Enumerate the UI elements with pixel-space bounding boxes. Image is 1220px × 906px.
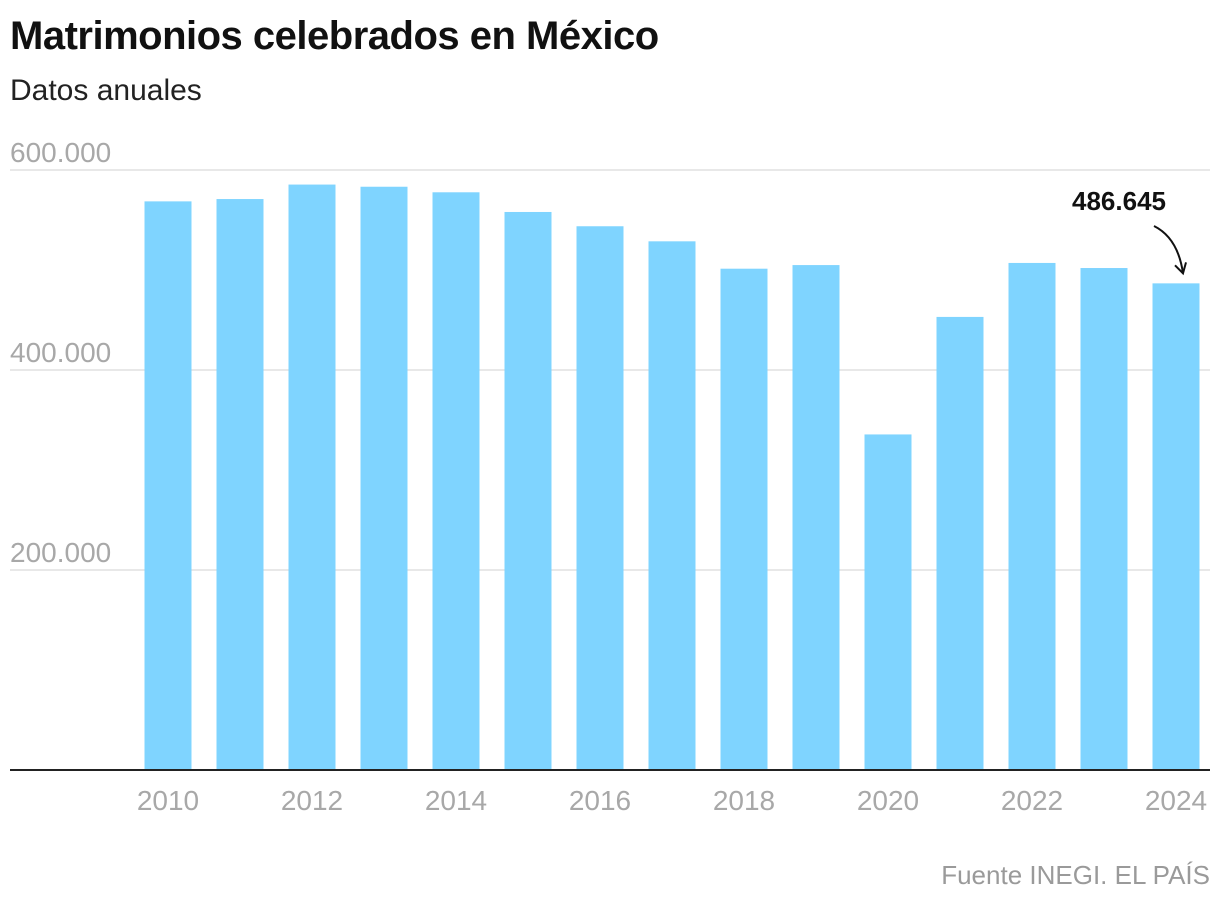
chart-subtitle: Datos anuales — [10, 74, 202, 107]
x-tick-label-2018: 2018 — [713, 785, 775, 816]
x-tick-label-2010: 2010 — [137, 785, 199, 816]
x-tick-label-2022: 2022 — [1001, 785, 1063, 816]
y-tick-labels: 200.000 400.000 600.000 — [10, 137, 111, 568]
bar-2022 — [1008, 262, 1056, 770]
bar-2013 — [360, 186, 408, 771]
source-note: Fuente INEGI. EL PAÍS — [941, 860, 1210, 890]
annotation: 486.645 — [1072, 186, 1187, 276]
bar-2021 — [936, 316, 984, 770]
y-tick-label-600000: 600.000 — [10, 137, 111, 168]
bar-2017 — [648, 241, 696, 770]
annotation-label: 486.645 — [1072, 186, 1166, 216]
x-tick-label-2016: 2016 — [569, 785, 631, 816]
chart-title: Matrimonios celebrados en México — [10, 14, 659, 58]
x-tick-label-2014: 2014 — [425, 785, 487, 816]
x-tick-label-2024: 2024 — [1145, 785, 1207, 816]
bar-2010 — [144, 201, 192, 771]
bar-2012 — [288, 184, 336, 771]
bar-2018 — [720, 268, 768, 770]
bar-2020 — [864, 434, 912, 770]
bar-2014 — [432, 192, 480, 771]
bar-2019 — [792, 265, 840, 770]
bar-2024 — [1152, 283, 1200, 770]
annotation-arrow — [1153, 225, 1184, 274]
bar-2015 — [504, 211, 552, 770]
bar-2023 — [1080, 268, 1128, 770]
bars — [144, 184, 1200, 771]
bar-2011 — [216, 199, 264, 770]
bar-2016 — [576, 226, 624, 771]
x-tick-label-2020: 2020 — [857, 785, 919, 816]
x-tick-labels: 2010 2012 2014 2016 2018 2020 2022 2024 — [137, 785, 1207, 816]
annotation-arrowhead — [1174, 262, 1187, 276]
y-tick-label-200000: 200.000 — [10, 537, 111, 568]
x-tick-label-2012: 2012 — [281, 785, 343, 816]
y-tick-label-400000: 400.000 — [10, 337, 111, 368]
